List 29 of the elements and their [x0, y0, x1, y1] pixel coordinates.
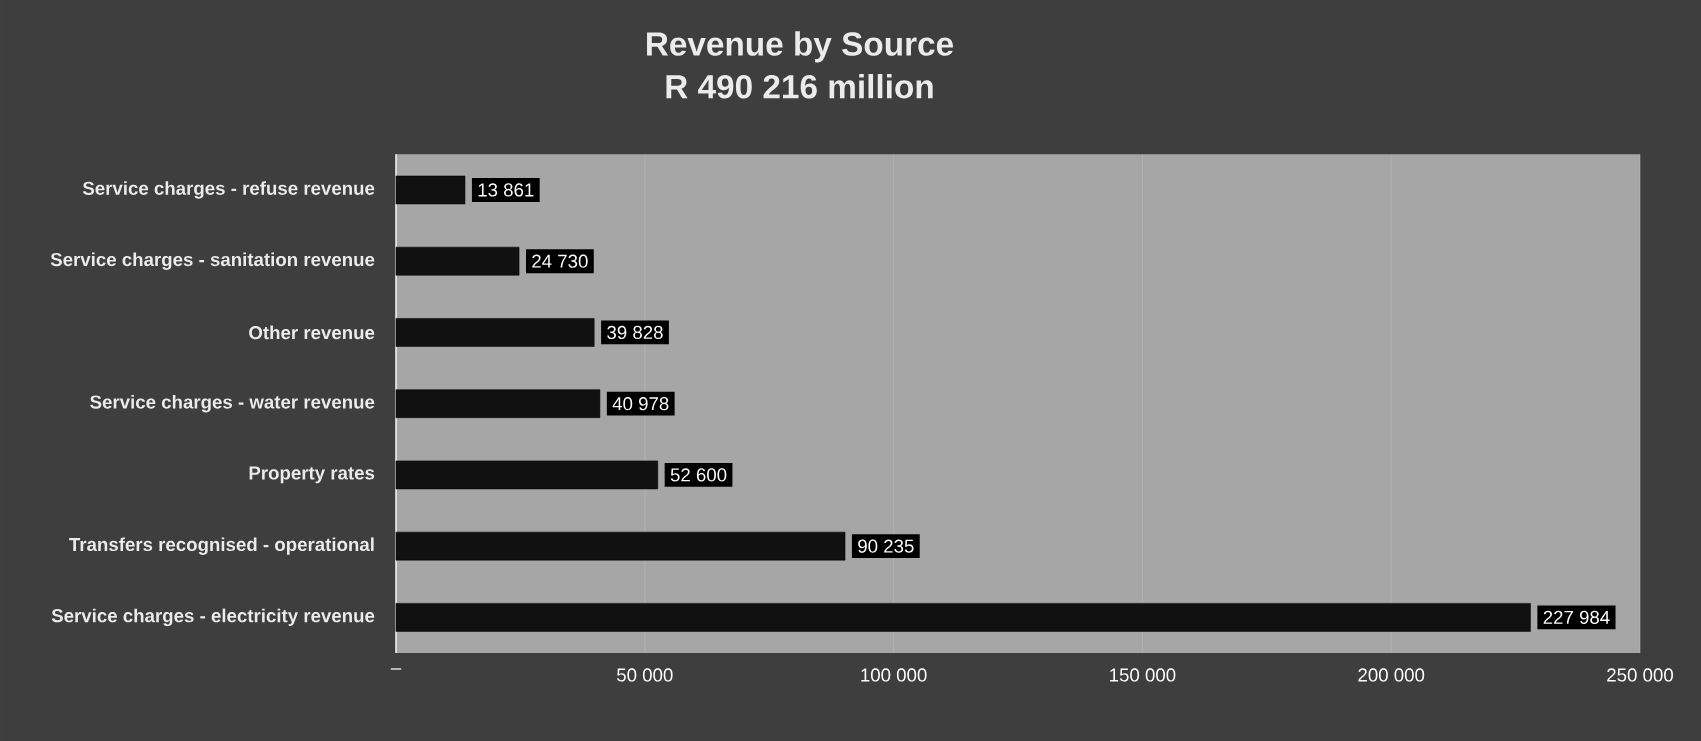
y-tick-label: Other revenue [249, 325, 375, 340]
bar [395, 175, 466, 205]
data-label: 13 861 [478, 183, 534, 197]
data-label: 24 730 [532, 254, 588, 268]
data-label: 39 828 [607, 325, 663, 340]
y-tick-label: Service charges - sanitation revenue [50, 252, 375, 270]
data-label: 52 600 [670, 468, 727, 482]
chart-subtitle: R 490 216 million [666, 74, 933, 99]
y-tick-label: Transfers recognised - operational [69, 537, 374, 555]
x-tick-label: 50 000 [617, 668, 673, 682]
x-tick-label: – [390, 668, 402, 670]
x-tick-label: 250 000 [1607, 668, 1673, 682]
bar [395, 531, 846, 561]
data-label: 227 984 [1543, 610, 1610, 624]
data-label: 40 978 [612, 397, 669, 411]
chart-title: Revenue by Source [647, 31, 953, 63]
y-tick-label: Service charges - water revenue [90, 394, 375, 413]
bar [395, 318, 595, 347]
x-tick-label: 150 000 [1110, 668, 1176, 682]
bar [395, 389, 601, 418]
y-tick-label: Service charges - refuse revenue [82, 181, 375, 199]
x-tick-label: 100 000 [861, 668, 927, 682]
bar [395, 603, 1531, 632]
bar [395, 460, 659, 490]
x-tick-label: 200 000 [1358, 668, 1425, 682]
bar [395, 246, 520, 276]
data-label: 90 235 [858, 539, 914, 553]
y-tick-label: Property rates [249, 466, 375, 484]
y-tick-label: Service charges - electricity revenue [51, 608, 375, 627]
